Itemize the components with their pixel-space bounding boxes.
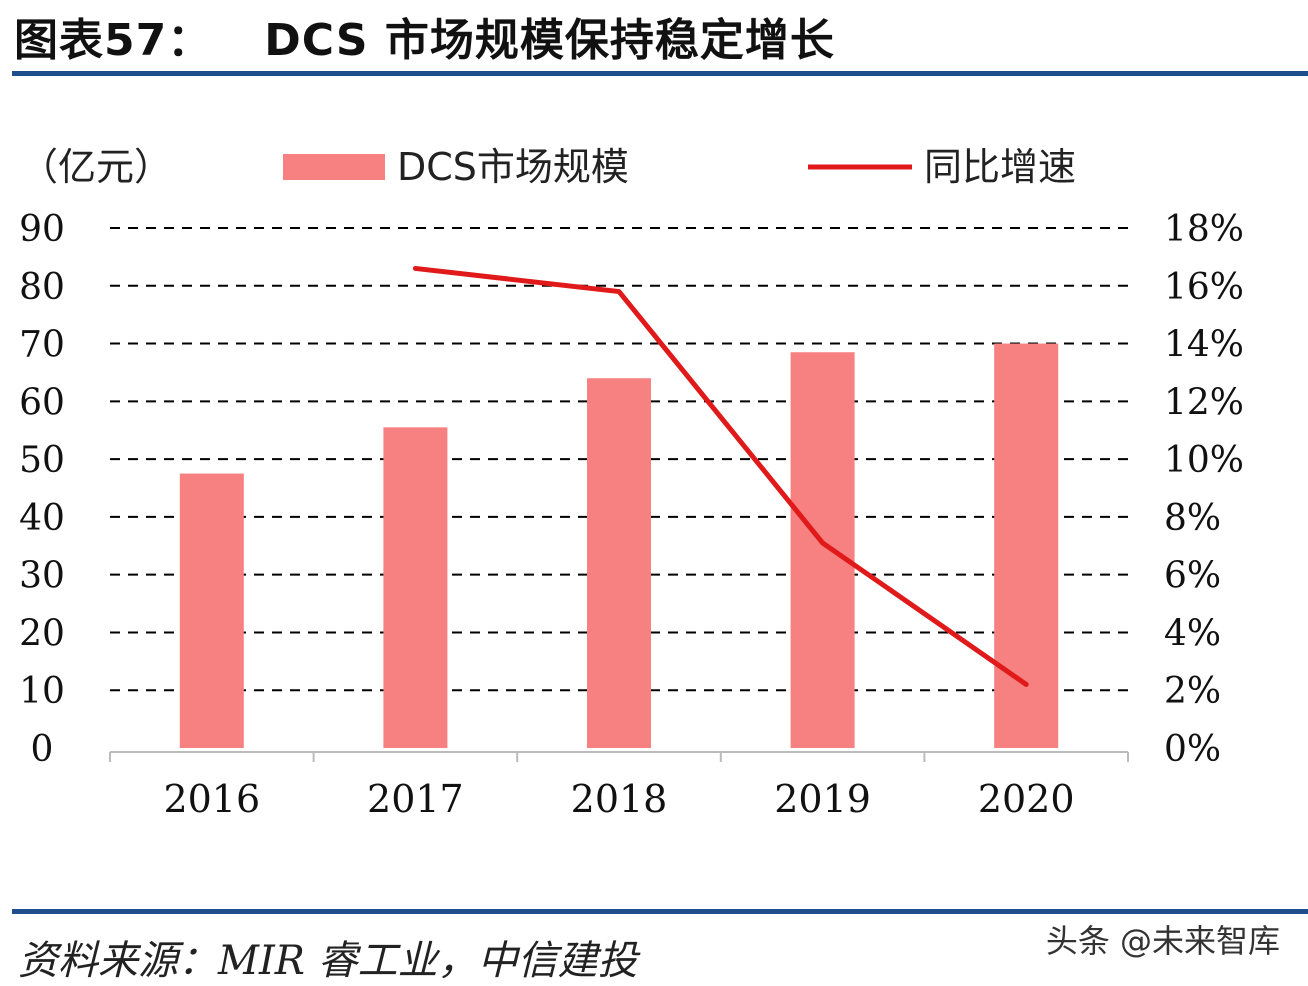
watermark: 头条 @未来智库 — [1045, 922, 1280, 960]
x-tick-label: 2020 — [978, 777, 1075, 821]
figure-title: 图表57： DCS 市场规模保持稳定增长 — [14, 4, 835, 68]
y-left-tick-label: 0 — [31, 729, 54, 770]
series-line-growth — [412, 265, 1029, 687]
y-right-tick-label: 12% — [1164, 382, 1244, 423]
y-left-tick-label: 60 — [19, 382, 65, 423]
x-tick-label: 2016 — [163, 777, 260, 821]
y-right-tick-label: 14% — [1164, 325, 1244, 366]
y-left-tick-label: 50 — [19, 440, 65, 481]
source-note: 资料来源：MIR 睿工业，中信建投 — [18, 938, 638, 984]
bar — [383, 427, 448, 748]
bar — [587, 378, 651, 748]
y-right-tick-label: 8% — [1164, 498, 1221, 539]
y-left-tick-label: 40 — [19, 498, 65, 539]
legend-swatch-bar — [283, 154, 385, 180]
y-right-tick-label: 2% — [1164, 671, 1221, 712]
y-right-tick-label: 16% — [1164, 267, 1244, 308]
legend-label-line: 同比增速 — [924, 145, 1076, 189]
y-right-tick-label: 4% — [1164, 613, 1221, 654]
y-left-tick-label: 90 — [19, 209, 65, 250]
y-left-tick-label: 10 — [19, 671, 65, 712]
chart: 0 10 20 30 40 50 60 70 80 90 0% 2% 4% 6% 8% 10% 12% 14% 16… — [19, 145, 1244, 821]
bar — [179, 473, 244, 748]
figure-label: 图表57： — [14, 15, 213, 66]
legend-label-bar: DCS市场规模 — [397, 145, 629, 189]
x-tick-label: 2019 — [774, 777, 871, 821]
y-right-tick-label: 18% — [1164, 209, 1244, 250]
y-left-tick-label: 30 — [19, 556, 65, 597]
bar — [994, 343, 1059, 748]
bottom-divider — [12, 909, 1308, 914]
y-left-tick-label: 80 — [19, 267, 65, 308]
y-left-tick-label: 20 — [19, 613, 65, 654]
chart-title: DCS 市场规模保持稳定增长 — [264, 15, 835, 66]
y-left-tick-label: 70 — [19, 325, 65, 366]
bar — [790, 352, 855, 748]
x-tick-label: 2017 — [367, 777, 464, 821]
y-right-tick-label: 10% — [1164, 440, 1244, 481]
y-right-tick-label: 6% — [1164, 556, 1221, 597]
top-divider — [12, 71, 1308, 76]
y-left-unit-label: （亿元） — [20, 145, 172, 189]
x-tick-label: 2018 — [571, 777, 668, 821]
y-right-tick-label: 0% — [1164, 729, 1221, 770]
